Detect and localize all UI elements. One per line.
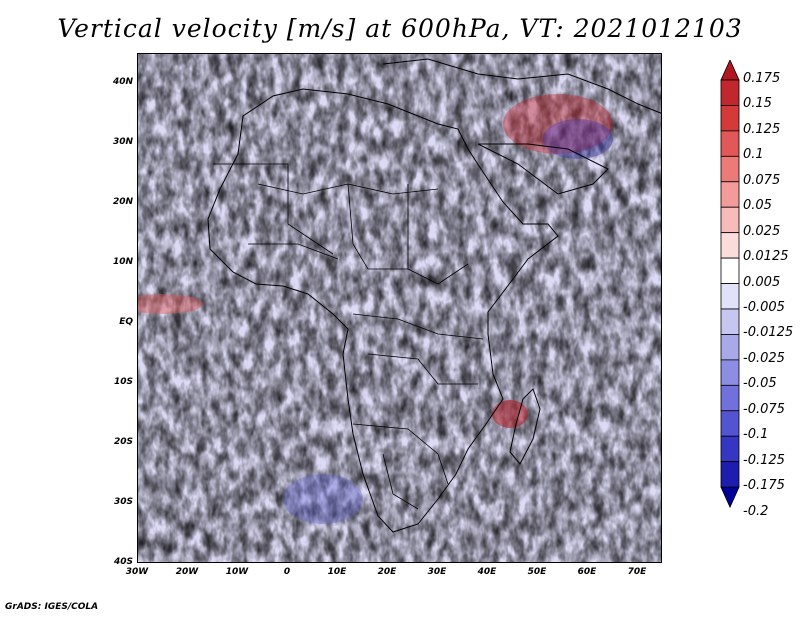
descent-region-south-atlantic	[283, 474, 363, 524]
arabia-coast	[477, 143, 609, 195]
lon-label-40e: 40E	[477, 567, 497, 577]
eurasia-coast	[382, 58, 661, 114]
border-1	[213, 163, 334, 255]
colorbar-label-3: 0.1	[743, 147, 764, 163]
colorbar-label-10: -0.0125	[743, 325, 794, 341]
lon-label-50e: 50E	[527, 567, 547, 577]
africa-coast	[207, 88, 559, 533]
colorbar-label-5: 0.05	[743, 198, 772, 214]
map-title: Vertical velocity [m/s] at 600hPa, VT: 2…	[57, 14, 743, 43]
map-plot-area	[137, 53, 662, 563]
lon-label-30w: 30W	[125, 567, 149, 577]
colorbar-swatch-13	[720, 384, 740, 412]
lat-label-20n: 20N	[112, 197, 133, 207]
colorbar-swatch-9	[720, 283, 740, 310]
colorbar-label-14: -0.1	[743, 427, 769, 443]
madagascar-coast	[509, 388, 541, 465]
lon-label-10e: 10E	[327, 567, 347, 577]
colorbar-label-0: 0.175	[743, 71, 781, 86]
lat-label-10s: 10S	[113, 377, 133, 387]
colorbar-swatch-8	[720, 257, 740, 284]
colorbar-label-1: 0.15	[743, 96, 772, 112]
lon-label-10w: 10W	[225, 567, 249, 577]
lat-label-40n: 40N	[112, 77, 133, 87]
lon-label-70e: 70E	[627, 567, 647, 577]
colorbar-swatch-14	[720, 410, 740, 437]
colorbar-swatch-10	[720, 308, 740, 335]
border-6	[352, 313, 484, 340]
colorbar-label-12: -0.05	[743, 376, 777, 392]
colorbar-swatch-2	[720, 105, 740, 132]
colorbar-swatch-4	[720, 155, 740, 183]
colorbar-swatch-12	[720, 359, 740, 386]
lat-label-30n: 30N	[112, 137, 133, 147]
colorbar-label-6: 0.025	[743, 223, 781, 239]
velocity-field-map	[138, 54, 661, 562]
lat-label-40s: 40S	[113, 557, 133, 567]
colorbar-label-8: 0.005	[743, 274, 781, 290]
colorbar-label-15: -0.125	[743, 452, 785, 468]
colorbar-label-11: -0.025	[743, 350, 785, 366]
colorbar-swatch-5	[720, 181, 740, 208]
colorbar-label-13: -0.075	[743, 401, 785, 417]
colorbar-swatch-1	[720, 79, 740, 106]
colorbar-label-7: 0.0125	[743, 249, 789, 265]
lon-label-60e: 60E	[577, 567, 597, 577]
colorbar-swatch-11	[720, 334, 740, 361]
lat-label-30s: 30S	[113, 497, 133, 507]
colorbar-label-16: -0.175	[743, 478, 785, 494]
country-borders	[213, 163, 484, 510]
lat-label-eq: EQ	[119, 317, 133, 327]
ascent-region-atlantic-eq	[138, 294, 203, 314]
colorbar-label-4: 0.075	[743, 172, 781, 188]
border-9	[382, 453, 419, 510]
border-8	[352, 423, 449, 485]
border-4	[407, 184, 469, 285]
lon-label-20e: 20E	[377, 567, 397, 577]
lon-label-20w: 20W	[175, 567, 199, 577]
coastlines	[207, 58, 661, 533]
colorbar-swatch-15	[720, 435, 740, 463]
colorbar-swatch-7	[720, 232, 740, 259]
ascent-region-iran	[503, 94, 613, 154]
lon-label-30e: 30E	[427, 567, 447, 577]
border-3	[347, 183, 408, 270]
cyclone-mozambique-channel	[492, 400, 528, 428]
colorbar-label-9: -0.005	[743, 300, 785, 315]
lat-label-10n: 10N	[112, 257, 133, 267]
lat-label-20s: 20S	[113, 437, 133, 447]
colorbar-swatch-0	[720, 60, 740, 81]
colorbar-label-17: -0.2	[743, 503, 769, 519]
descent-region-zagros	[543, 119, 613, 159]
lon-label-0: 0	[283, 567, 291, 577]
colorbar-swatch-17	[720, 486, 740, 509]
colorbar-swatch-3	[720, 130, 740, 157]
colorbar-swatch-16	[720, 461, 740, 488]
border-5	[248, 243, 339, 260]
colorbar-label-2: 0.125	[743, 121, 781, 137]
border-7	[367, 353, 478, 385]
footer-credit: GrADS: IGES/COLA	[5, 602, 99, 612]
colorbar-swatch-6	[720, 206, 740, 234]
ascent-texture	[138, 54, 661, 562]
colorbar	[720, 60, 740, 509]
